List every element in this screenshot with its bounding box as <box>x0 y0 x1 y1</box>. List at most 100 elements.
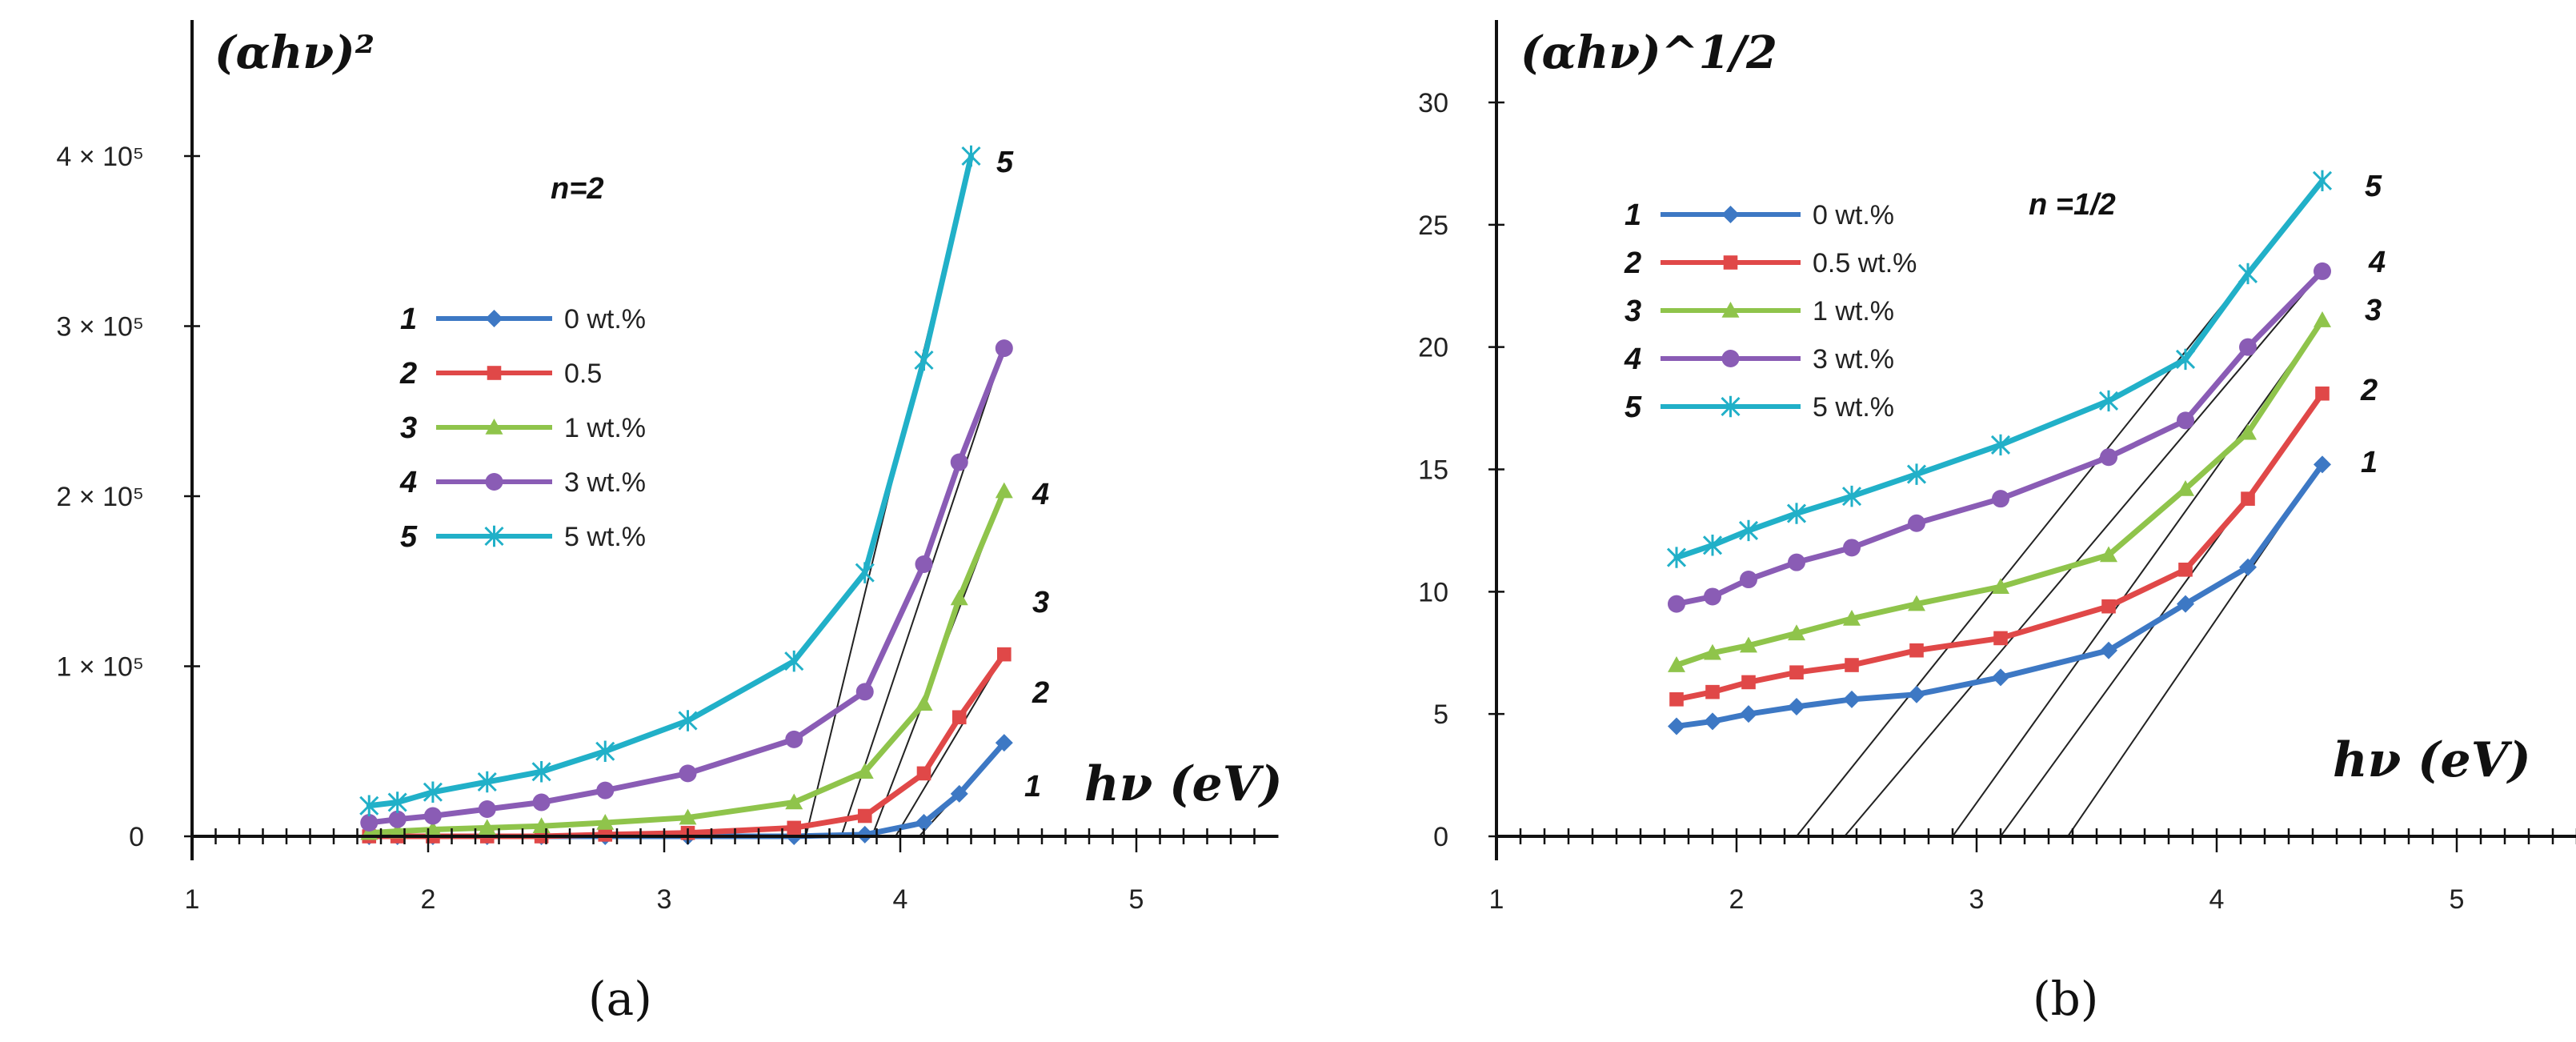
data-point <box>2175 348 2196 371</box>
data-point <box>2178 563 2193 577</box>
data-point <box>855 825 874 844</box>
series-5-b: 5 <box>1666 170 2382 568</box>
panel-a: 1 2 3 4 5 1 2 3 4 5 0 1 × 10⁵ 2 × 10⁵ 3 × 10⁵ 4 × 10⁵… <box>56 20 1283 1026</box>
data-point <box>2100 448 2117 467</box>
data-point <box>478 800 496 818</box>
series-end-label: 2 <box>1032 676 1049 710</box>
legend-index: 1 <box>400 303 417 336</box>
data-point <box>916 766 931 781</box>
annotation-b: n =1/2 <box>2029 188 2116 222</box>
tangent-line <box>895 654 1005 837</box>
data-point <box>596 781 615 800</box>
legend-label: 5 wt.% <box>564 522 646 552</box>
legend-label: 3 wt.% <box>1813 344 1894 375</box>
legend-item-1: 1 0 wt.% <box>400 303 646 336</box>
legend-index: 5 <box>400 520 418 554</box>
data-point <box>855 683 874 701</box>
data-point <box>785 793 803 810</box>
legend-label: 0.5 wt.% <box>1813 248 1917 279</box>
x-tick-label: 5 <box>2450 884 2465 915</box>
data-point <box>2312 170 2333 192</box>
y-tick-label: 0 <box>1433 822 1448 852</box>
data-point <box>423 781 443 803</box>
y-axis-label-a: (αhν)² <box>214 26 375 79</box>
data-point <box>1906 463 1927 485</box>
tangent-line <box>840 347 1005 837</box>
data-point <box>1843 690 1861 708</box>
y-tick-label: 25 <box>1418 210 1448 241</box>
x-tick-label: 4 <box>893 884 908 915</box>
data-point <box>679 808 697 825</box>
legend-label: 0.5 <box>564 359 602 389</box>
data-point <box>1789 665 1804 680</box>
data-point <box>423 807 442 825</box>
legend-b: 1 0 wt.% 2 0.5 wt.% 3 1 wt.% 4 3 wt.% 5 5 wt.% <box>1624 198 1917 424</box>
y-tick-label: 1 × 10⁵ <box>56 652 144 683</box>
data-point <box>915 814 933 832</box>
x-tick-label: 4 <box>2209 884 2225 915</box>
data-point <box>679 764 697 783</box>
data-point <box>1740 636 1757 653</box>
series-line <box>366 488 1008 836</box>
data-point <box>1841 485 1862 507</box>
data-point <box>1992 490 2009 508</box>
data-point <box>388 822 407 839</box>
y-tick-label: 4 × 10⁵ <box>56 142 144 172</box>
panel-caption-a: (a) <box>588 972 652 1026</box>
data-point <box>1738 519 1759 542</box>
y-tick-label: 15 <box>1418 455 1448 486</box>
data-point <box>785 730 803 748</box>
series-3-b: 3 <box>1668 294 2382 672</box>
y-tick-label: 30 <box>1418 88 1448 118</box>
data-point <box>1669 692 1684 707</box>
data-point <box>487 366 502 380</box>
data-point <box>995 734 1013 752</box>
y-tick-label: 5 <box>1433 699 1448 730</box>
data-point <box>678 710 698 731</box>
data-point <box>2101 599 2116 614</box>
data-point <box>950 453 968 471</box>
data-point <box>1788 697 1805 715</box>
series-4-a: 4 <box>360 339 1049 832</box>
series-4-b: 4 <box>1668 246 2386 613</box>
x-tick-label: 3 <box>1969 884 1985 915</box>
legend-index: 4 <box>1624 343 1641 376</box>
legend-label: 3 wt.% <box>564 467 646 498</box>
data-point <box>1843 609 1861 626</box>
data-point <box>1704 643 1721 660</box>
data-point <box>359 795 379 816</box>
x-tick-label: 2 <box>1729 884 1745 915</box>
data-point <box>532 793 551 812</box>
legend-index: 1 <box>1625 198 1641 232</box>
legend-item-3: 3 1 wt.% <box>1625 295 1894 328</box>
data-point <box>915 555 933 573</box>
data-point <box>961 145 981 167</box>
tangent-line <box>1952 319 2323 837</box>
data-point <box>2100 546 2117 563</box>
data-point <box>1740 705 1757 723</box>
data-point <box>1704 587 1721 606</box>
legend-label: 5 wt.% <box>1813 392 1894 423</box>
legend-index: 2 <box>399 357 417 391</box>
data-point <box>2314 455 2331 474</box>
legend-item-2: 2 0.5 <box>399 357 602 391</box>
legend-index: 3 <box>1625 295 1641 328</box>
data-point <box>1668 595 1685 613</box>
series-end-label: 3 <box>1032 586 1049 619</box>
data-point <box>950 784 968 803</box>
y-tick-label: 2 × 10⁵ <box>56 482 144 512</box>
data-point <box>595 740 615 762</box>
data-point <box>2314 311 2331 327</box>
series-end-label: 2 <box>2360 374 2378 407</box>
data-point <box>388 810 407 828</box>
data-point <box>531 761 551 783</box>
data-point <box>484 525 504 547</box>
data-point <box>1741 675 1756 690</box>
data-point <box>478 819 496 836</box>
data-point <box>1993 631 2008 646</box>
x-axis-label-b: hν (eV) <box>2333 732 2531 788</box>
data-point <box>477 771 497 793</box>
data-point <box>360 814 379 832</box>
